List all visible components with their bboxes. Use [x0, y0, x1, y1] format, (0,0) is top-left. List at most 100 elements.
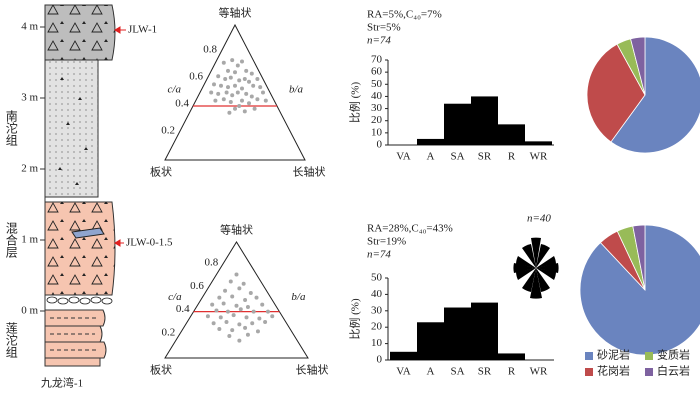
point [237, 286, 242, 291]
rose-n: n=40 [527, 213, 551, 225]
point [221, 301, 226, 306]
pie-slice [586, 43, 646, 143]
legend-label: 白云岩 [657, 364, 690, 378]
point [235, 63, 240, 68]
sand-pattern [45, 60, 98, 197]
depth-label: 0 m [21, 305, 38, 317]
point [212, 82, 216, 87]
point [216, 91, 221, 96]
point [248, 291, 253, 296]
formation-label: 混合层 [4, 222, 18, 259]
y-tick-label: 70 [371, 54, 383, 66]
apex-label: 等轴状 [219, 6, 252, 20]
point [243, 298, 248, 302]
depth-label: 2 m [21, 163, 38, 175]
clasts [58, 77, 88, 185]
y-tick-label: 30 [371, 304, 383, 316]
tick-label: 0.8 [204, 257, 218, 269]
y-tick-label: 10 [371, 337, 383, 349]
axis-label: b/a [289, 83, 304, 95]
clast [71, 227, 105, 239]
rose-diagram [513, 237, 559, 299]
y-tick-label: 60 [371, 66, 383, 78]
x-tick-label: SR [478, 151, 492, 163]
x-tick-label: SR [478, 366, 492, 378]
point [263, 98, 268, 103]
point [241, 281, 246, 286]
point [240, 86, 244, 91]
x-tick-label: SA [450, 366, 464, 378]
axis-label: b/a [291, 291, 306, 303]
stats-text: RA=28%,C₄₀=43% [367, 223, 453, 235]
point [242, 109, 247, 114]
y-axis-label: 比例 (%) [348, 298, 362, 340]
point [225, 309, 230, 314]
point [245, 304, 250, 309]
point [235, 90, 240, 95]
point [223, 77, 228, 81]
point [226, 85, 230, 90]
point [214, 308, 219, 313]
bar [417, 138, 444, 145]
legend-swatch [585, 368, 593, 376]
point [237, 104, 242, 108]
axis-label: c/a [168, 83, 182, 95]
y-tick-label: 40 [371, 288, 383, 300]
point [218, 315, 223, 320]
liantuo-beds [44, 309, 107, 367]
vertex-label: 长轴状 [293, 165, 326, 179]
point [234, 272, 239, 277]
point [230, 58, 235, 63]
point [263, 320, 268, 325]
point [205, 314, 210, 319]
formation-label: 南沱组 [4, 109, 18, 146]
x-tick-label: WR [530, 151, 548, 163]
point [231, 313, 236, 318]
point [250, 321, 255, 326]
depth-label: 4 m [21, 21, 38, 33]
depth-label: 3 m [21, 92, 38, 104]
tick-label: 0.6 [189, 71, 203, 83]
point [255, 77, 260, 81]
point [252, 106, 257, 111]
y-tick-label: 40 [371, 90, 383, 102]
point [226, 68, 230, 73]
point [257, 316, 262, 321]
x-tick-label: SA [450, 151, 464, 163]
formation-label: 莲沱组 [4, 322, 18, 358]
point [249, 71, 254, 76]
section-name: 九龙湾-1 [41, 376, 83, 390]
sample-label: JLW-0-1.5 [126, 237, 173, 249]
y-axis-label: 比例 (%) [348, 82, 362, 124]
bar [498, 124, 525, 145]
gravel [46, 296, 113, 305]
tick-label: 0.2 [162, 326, 176, 338]
point [228, 75, 233, 80]
point [227, 333, 232, 338]
triangle [164, 241, 309, 359]
y-tick-label: 0 [377, 139, 383, 151]
point [258, 85, 263, 90]
legend-label: 变质岩 [657, 348, 690, 362]
point [251, 83, 256, 88]
point [210, 302, 215, 307]
x-tick-label: WR [530, 366, 548, 378]
point [224, 90, 229, 95]
point [261, 90, 265, 95]
point [233, 83, 237, 88]
stats-text: n=74 [367, 35, 391, 47]
stats-text: n=74 [367, 249, 391, 261]
x-tick-label: A [427, 151, 435, 163]
point [243, 325, 248, 330]
y-tick-label: 20 [371, 321, 383, 333]
x-tick-label: R [508, 366, 516, 378]
bar [525, 141, 552, 145]
bar [471, 302, 498, 360]
y-tick-label: 0 [377, 354, 383, 366]
point [237, 338, 242, 343]
point [221, 97, 226, 102]
point [244, 91, 249, 96]
point [254, 295, 259, 300]
point [251, 309, 256, 314]
